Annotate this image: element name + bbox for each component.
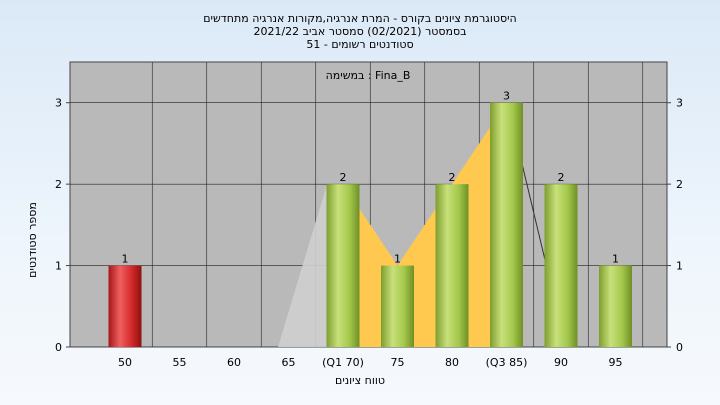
chart-title-line-2: בסמסטר (02/2021) סמסטר אביב 2021/22 xyxy=(253,25,466,38)
y-axis-label: מספר סטודנטים xyxy=(26,202,39,278)
legend: במשימה : Fina_B xyxy=(326,69,411,82)
data-label: 2 xyxy=(340,171,347,184)
y-tick-label-right: 3 xyxy=(676,97,683,110)
y-tick-label-right: 1 xyxy=(676,260,683,273)
y-tick-label-left: 0 xyxy=(55,341,62,354)
bar-90 xyxy=(544,184,578,347)
data-label: 2 xyxy=(449,171,456,184)
x-tick-label: (Q1 70) xyxy=(322,356,364,369)
bar-75 xyxy=(381,265,414,347)
tick-labels: 50 55 60 65 (Q1 70) 75 80 (Q3 85) 90 95 0 0 1 1 2 2 3 3 xyxy=(55,97,683,369)
x-tick-label: 90 xyxy=(554,356,568,369)
y-tick-label-right: 2 xyxy=(676,178,683,191)
data-labels: 1 2 1 2 3 2 1 xyxy=(122,90,620,266)
bar-95 xyxy=(599,265,632,347)
bar-Q385 xyxy=(490,102,523,347)
data-label: 1 xyxy=(394,253,401,266)
x-tick-label: 55 xyxy=(173,356,187,369)
chart-title: היסטוגרמת ציונים בקורס - המרת אנרגיה,מקו… xyxy=(203,12,517,51)
x-tick-label: 50 xyxy=(118,356,132,369)
x-tick-label: 80 xyxy=(445,356,459,369)
bars xyxy=(108,102,632,347)
bar-80 xyxy=(435,184,469,347)
x-tick-label: 60 xyxy=(227,356,241,369)
y-tick-label-left: 2 xyxy=(55,178,62,191)
lower-tail-band xyxy=(278,186,327,347)
x-tick-label: 95 xyxy=(609,356,623,369)
y-tick-label-right: 0 xyxy=(676,341,683,354)
x-tick-label: 65 xyxy=(282,356,296,369)
x-axis-label: טווח ציונים xyxy=(335,374,385,387)
chart-title-line-3: סטודנטים רשומים - 51 xyxy=(306,38,413,51)
y-tick-label-left: 1 xyxy=(55,260,62,273)
bar-Q170 xyxy=(326,184,360,347)
data-label: 2 xyxy=(558,171,565,184)
data-label: 3 xyxy=(503,90,510,103)
x-tick-label: (Q3 85) xyxy=(486,356,528,369)
x-tick-label: 75 xyxy=(391,356,405,369)
y-tick-label-left: 3 xyxy=(55,97,62,110)
data-label: 1 xyxy=(612,253,619,266)
bar-50 xyxy=(108,265,142,347)
data-label: 1 xyxy=(122,253,129,266)
chart-title-line-1: היסטוגרמת ציונים בקורס - המרת אנרגיה,מקו… xyxy=(203,12,517,25)
